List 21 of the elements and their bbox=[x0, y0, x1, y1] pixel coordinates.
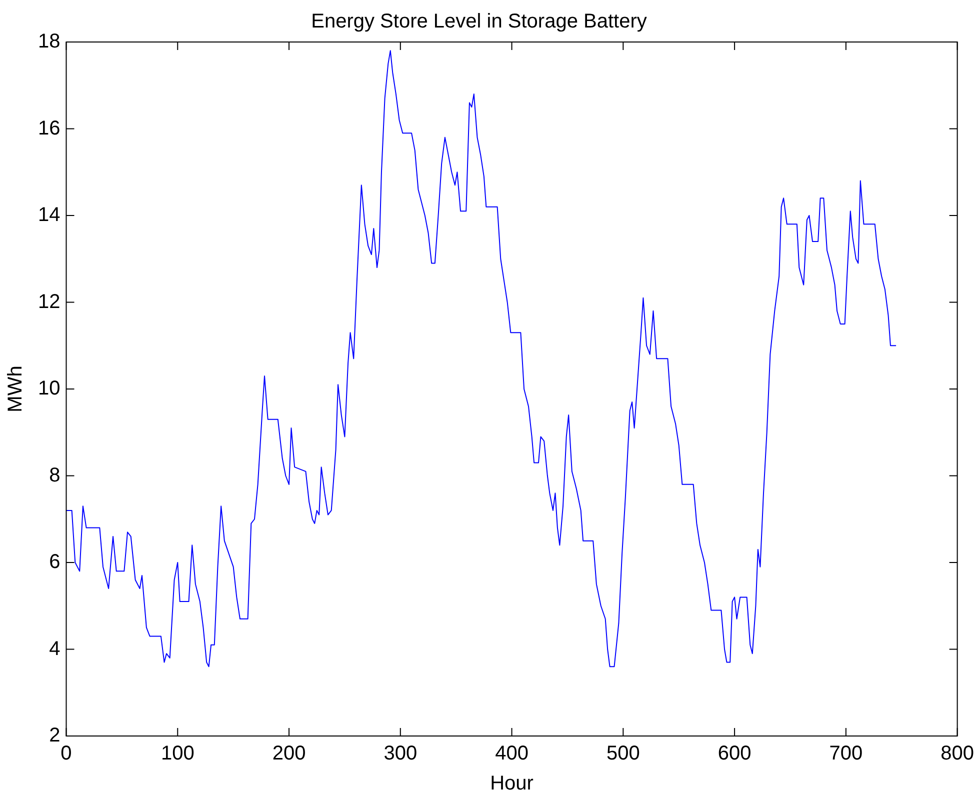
x-tick-label: 700 bbox=[829, 742, 863, 765]
y-tick-label: 8 bbox=[49, 464, 60, 486]
x-tick-label: 300 bbox=[384, 742, 418, 765]
y-tick-label: 4 bbox=[49, 638, 60, 660]
x-tick-label: 0 bbox=[60, 742, 72, 765]
x-tick-label: 500 bbox=[606, 742, 640, 765]
y-tick-label: 2 bbox=[49, 724, 60, 747]
chart-title: Energy Store Level in Storage Battery bbox=[311, 10, 647, 33]
x-tick-label: 400 bbox=[495, 742, 528, 765]
y-tick-label: 6 bbox=[49, 551, 60, 574]
y-tick-label: 10 bbox=[38, 378, 60, 400]
x-tick-label: 800 bbox=[940, 742, 974, 765]
y-tick-label: 12 bbox=[38, 290, 60, 313]
y-tick-label: 14 bbox=[38, 204, 60, 226]
x-tick-label: 200 bbox=[272, 742, 306, 765]
y-tick-label: 18 bbox=[38, 30, 60, 53]
x-tick-label: 100 bbox=[160, 742, 194, 765]
y-tick-label: 16 bbox=[38, 117, 60, 140]
x-tick-label: 600 bbox=[718, 742, 752, 765]
x-axis-title: Hour bbox=[490, 772, 534, 795]
y-axis-title: MWh bbox=[4, 366, 27, 412]
